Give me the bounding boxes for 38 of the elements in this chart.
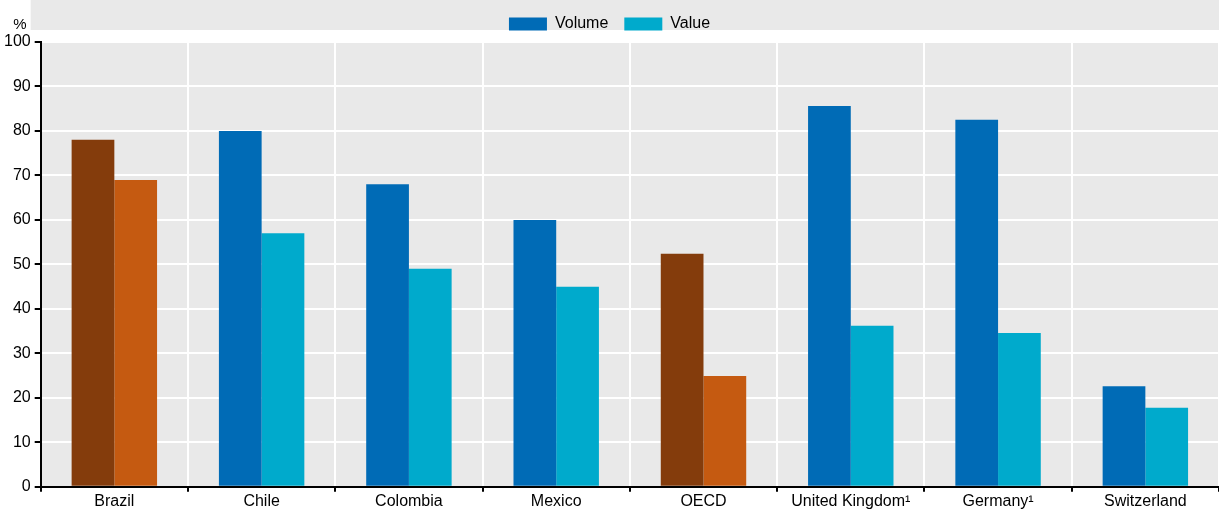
y-tick-label: 70 — [12, 165, 31, 183]
y-tick-label: 90 — [12, 76, 31, 94]
bar — [114, 179, 158, 486]
x-tick-label: United Kingdom¹ — [791, 491, 911, 509]
bar — [261, 233, 305, 486]
x-tick-label: Mexico — [530, 491, 582, 509]
y-tick-label: 100 — [3, 32, 31, 50]
bar — [660, 253, 704, 486]
bar — [556, 286, 599, 486]
legend-label: Value — [670, 14, 711, 32]
x-tick-label: Germany¹ — [962, 491, 1034, 509]
bar — [1102, 386, 1146, 486]
x-tick-label: Colombia — [375, 491, 443, 509]
bar — [850, 325, 894, 486]
bar — [703, 376, 747, 486]
bar — [366, 184, 409, 486]
x-tick-label: Chile — [243, 491, 280, 509]
y-tick-label: 10 — [12, 432, 31, 450]
bar — [408, 268, 452, 486]
bar — [513, 219, 557, 486]
x-tick-label: Brazil — [94, 491, 135, 509]
y-tick-label: 40 — [12, 299, 31, 317]
y-tick-label: 50 — [12, 254, 31, 272]
y-axis-title: % — [13, 14, 27, 32]
bar — [218, 130, 262, 486]
y-tick-label: 20 — [12, 388, 31, 406]
y-tick-label: 0 — [21, 477, 31, 495]
y-tick-label: 30 — [12, 343, 31, 361]
bar — [71, 139, 115, 486]
legend-label: Volume — [554, 14, 609, 32]
y-tick-label: 60 — [12, 210, 31, 228]
bar — [1145, 407, 1189, 486]
y-tick-label: 80 — [12, 121, 31, 139]
bar — [998, 332, 1041, 486]
x-tick-label: OECD — [680, 491, 727, 509]
x-tick-label: Switzerland — [1104, 491, 1187, 509]
bar — [955, 119, 999, 486]
bar — [808, 106, 851, 486]
